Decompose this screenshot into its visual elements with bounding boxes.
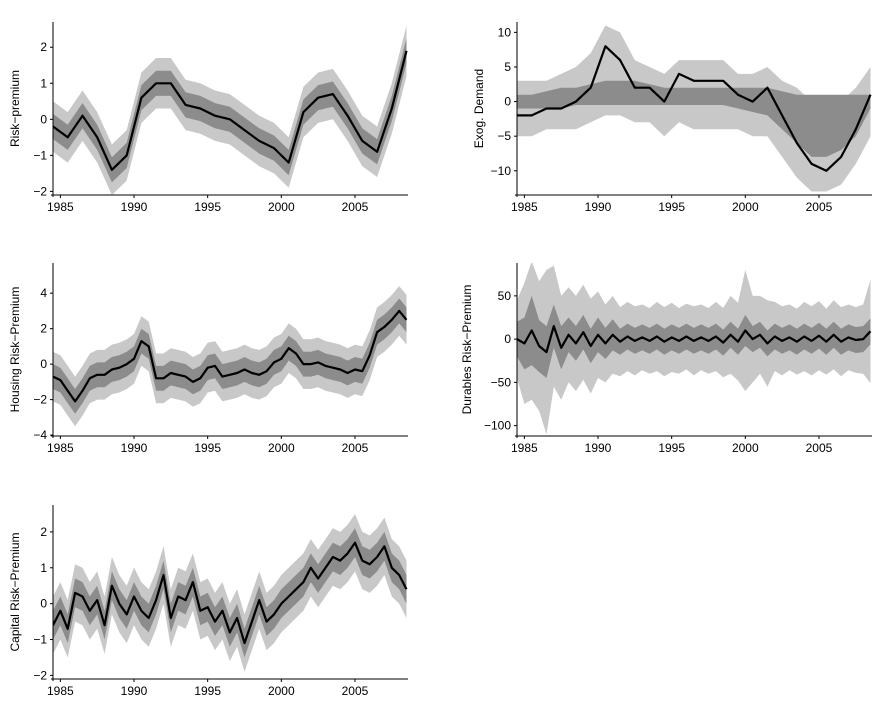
plot-area: [53, 514, 408, 672]
y-tick-label: 0: [40, 597, 47, 611]
outer-uncertainty-band: [53, 514, 407, 672]
outer-uncertainty-band: [53, 286, 407, 427]
y-tick-label: 0: [40, 357, 47, 371]
panel-1: −2 −1 0 1 2 1985 1990 1995 2000 2005 Risk−premium: [8, 22, 408, 214]
x-tick-label: 1985: [511, 441, 538, 455]
y-axis-label: Capital Risk−Premium: [8, 532, 22, 651]
y-tick-label: 1: [40, 76, 47, 90]
y-tick-label: −5: [497, 129, 511, 143]
y-tick-label: 0: [40, 112, 47, 126]
median-line: [53, 309, 408, 403]
plot-area: [517, 25, 872, 192]
x-tick-label: 2005: [806, 200, 833, 214]
x-tick-label: 2005: [806, 441, 833, 455]
x-tick-label: 1990: [121, 684, 148, 698]
x-tick-label: 2000: [732, 200, 759, 214]
y-axis-label: Risk−premium: [8, 70, 22, 147]
y-tick-label: 0: [504, 95, 511, 109]
y-tick-label: 2: [40, 322, 47, 336]
median-line: [517, 325, 872, 354]
x-tick-label: 1990: [121, 200, 148, 214]
median-line: [517, 45, 872, 172]
x-tick-label: 2000: [268, 684, 295, 698]
y-axis-label: Housing Risk−Premium: [8, 287, 22, 413]
plot-area: [53, 25, 408, 195]
y-axis-label: Exog. Demand: [472, 69, 486, 148]
outer-uncertainty-band: [517, 25, 871, 192]
x-tick-label: 1985: [511, 200, 538, 214]
panel-2: −10 −5 0 5 10 1985 1990 1995 2000 2005 Exog. Deman…: [472, 22, 872, 214]
median-line: [53, 541, 408, 645]
y-tick-label: 10: [498, 25, 512, 39]
panel-4: −100 −50 0 50 1985 1990 1995 2000 2005 Durables R…: [460, 263, 872, 455]
y-tick-label: 50: [498, 289, 512, 303]
x-tick-label: 1985: [47, 200, 74, 214]
x-tick-label: 1995: [194, 200, 221, 214]
y-tick-label: −1: [33, 148, 47, 162]
panel-5: −2 −1 0 1 2 1985 1990 1995 2000 2005 Capital Risk−…: [8, 505, 408, 698]
y-tick-label: 2: [40, 525, 47, 539]
y-tick-label: −4: [33, 428, 47, 442]
inner-uncertainty-band: [53, 38, 407, 183]
y-tick-label: −1: [33, 633, 47, 647]
plot-area: [517, 263, 872, 435]
x-tick-label: 1985: [47, 684, 74, 698]
x-tick-label: 2000: [732, 441, 759, 455]
x-tick-label: 1995: [194, 441, 221, 455]
y-tick-label: 5: [504, 60, 511, 74]
y-tick-label: −2: [33, 393, 47, 407]
x-tick-label: 1995: [194, 684, 221, 698]
x-tick-label: 2000: [268, 200, 295, 214]
y-tick-label: −10: [491, 164, 512, 178]
inner-uncertainty-band: [517, 80, 871, 157]
x-tick-label: 1990: [585, 200, 612, 214]
x-tick-label: 2005: [342, 200, 369, 214]
median-line: [53, 50, 408, 171]
x-tick-label: 2000: [268, 441, 295, 455]
plot-area: [53, 286, 408, 427]
y-tick-label: 4: [40, 286, 47, 300]
inner-uncertainty-band: [517, 295, 871, 378]
y-axis-label: Durables Risk−Premium: [460, 285, 474, 415]
panel-3: −4 −2 0 2 4 1985 1990 1995 2000 2005 Housing Risk−…: [8, 263, 408, 455]
x-tick-label: 1990: [121, 441, 148, 455]
x-tick-label: 2005: [342, 441, 369, 455]
x-tick-label: 1985: [47, 441, 74, 455]
y-tick-label: −2: [33, 184, 47, 198]
inner-uncertainty-band: [53, 298, 407, 414]
x-tick-label: 1995: [658, 441, 685, 455]
y-tick-label: −2: [33, 668, 47, 682]
x-tick-label: 1995: [658, 200, 685, 214]
y-tick-label: −100: [484, 419, 511, 433]
x-tick-label: 1990: [585, 441, 612, 455]
x-tick-label: 2005: [342, 684, 369, 698]
y-tick-label: −50: [491, 375, 512, 389]
y-tick-label: 1: [40, 561, 47, 575]
y-tick-label: 2: [40, 40, 47, 54]
y-tick-label: 0: [504, 332, 511, 346]
